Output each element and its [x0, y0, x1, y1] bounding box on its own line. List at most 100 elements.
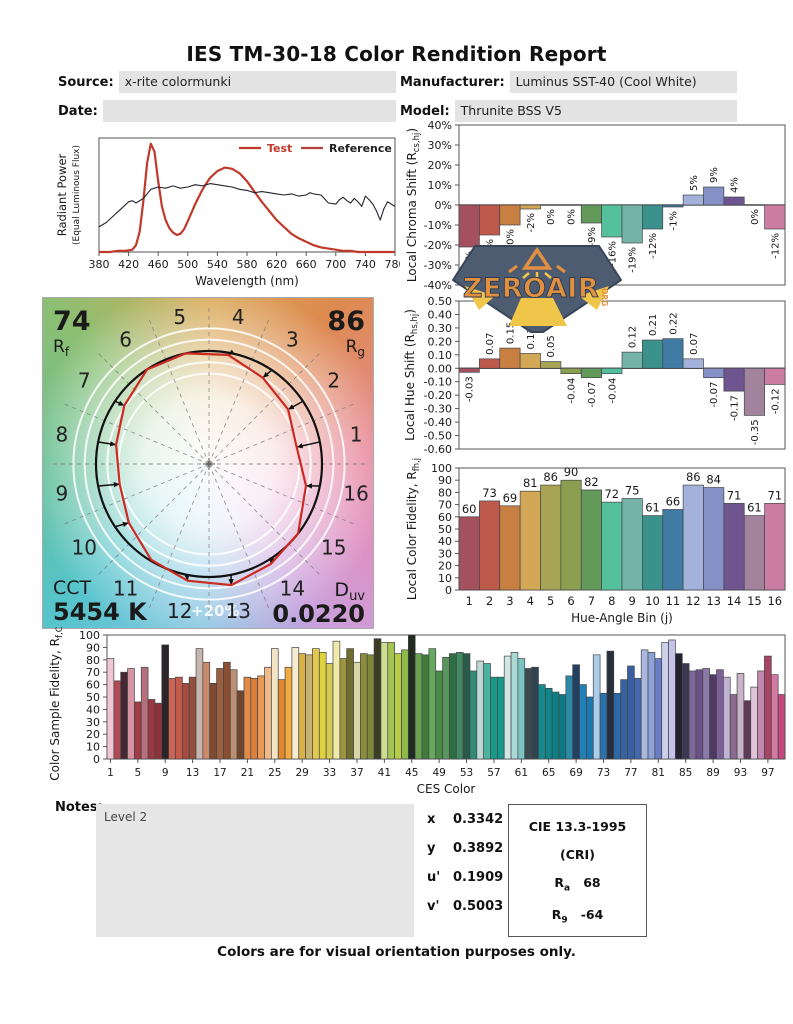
svg-text:-0.40: -0.40 — [424, 416, 452, 429]
svg-text:700: 700 — [325, 258, 346, 271]
cie-r9-row: R9 -64 — [509, 907, 646, 926]
svg-text:780: 780 — [385, 258, 401, 271]
svg-text:-20%: -20% — [424, 239, 452, 252]
notes-value: Level 2 — [104, 810, 148, 824]
svg-text:9: 9 — [162, 767, 169, 779]
svg-text:13: 13 — [706, 594, 721, 608]
svg-text:420: 420 — [118, 258, 139, 271]
svg-text:10%: 10% — [428, 179, 452, 192]
svg-text:11: 11 — [666, 594, 681, 608]
svg-text:71: 71 — [727, 488, 742, 502]
svg-text:Local Hue Shift (Rhs,hj): Local Hue Shift (Rhs,hj) — [403, 309, 420, 441]
svg-text:-10%: -10% — [505, 229, 516, 255]
svg-text:580: 580 — [237, 258, 258, 271]
svg-text:2: 2 — [327, 369, 340, 393]
svg-text:81: 81 — [652, 767, 665, 779]
svg-text:(Equal Luminous Flux): (Equal Luminous Flux) — [72, 145, 82, 245]
svg-text:8: 8 — [56, 423, 69, 447]
svg-text:86: 86 — [686, 470, 701, 484]
svg-text:-12%: -12% — [648, 233, 659, 259]
svg-text:10: 10 — [438, 572, 452, 585]
svg-text:Wavelength (nm): Wavelength (nm) — [195, 274, 299, 288]
cie-subtitle: (CRI) — [560, 847, 595, 862]
svg-text:9%: 9% — [709, 167, 720, 183]
svg-text:90: 90 — [438, 474, 452, 487]
svg-text:2: 2 — [486, 594, 493, 608]
svg-text:30: 30 — [86, 716, 100, 729]
cie-ra-symbol: R — [554, 875, 565, 890]
svg-text:-0.04: -0.04 — [567, 378, 578, 404]
svg-text:540: 540 — [207, 258, 228, 271]
svg-text:37: 37 — [350, 767, 363, 779]
svg-text:380: 380 — [89, 258, 110, 271]
svg-text:0.21: 0.21 — [648, 314, 659, 336]
color-vector-graphic: +20% 1 2 3 4 5 6 7 8 9 10 11 12 13 14 15 16 74 Rf 86 Rg CCT 54… — [42, 297, 374, 629]
svg-text:-12%: -12% — [770, 233, 781, 259]
svg-text:660: 660 — [296, 258, 317, 271]
svg-text:Reference: Reference — [329, 142, 392, 155]
model-value: Thrunite BSS V5 — [454, 100, 737, 122]
svg-text:740: 740 — [355, 258, 376, 271]
svg-text:-19%: -19% — [628, 247, 639, 273]
svg-text:69: 69 — [503, 491, 518, 505]
svg-text:1: 1 — [466, 594, 473, 608]
manufacturer-label: Manufacturer: — [400, 74, 505, 90]
svg-text:41: 41 — [378, 767, 391, 779]
local-hue-shift-chart: 0.500.400.300.200.100.00-0.10-0.20-0.30-… — [403, 295, 786, 456]
page-title: IES TM-30-18 Color Rendition Report — [186, 42, 607, 66]
svg-text:25: 25 — [268, 767, 281, 779]
svg-text:6: 6 — [567, 594, 574, 608]
cie-ra-sub: a — [564, 883, 571, 894]
svg-text:-0.30: -0.30 — [424, 403, 452, 416]
svg-text:97: 97 — [761, 767, 774, 779]
svg-text:60: 60 — [438, 511, 452, 524]
svg-text:40: 40 — [438, 535, 452, 548]
source-row: Source: x-rite colormunki — [58, 71, 396, 93]
svg-text:65: 65 — [542, 767, 555, 779]
svg-text:0: 0 — [93, 753, 100, 766]
svg-text:86: 86 — [543, 470, 558, 484]
svg-text:-2%: -2% — [526, 213, 537, 232]
svg-text:0.0220: 0.0220 — [272, 600, 365, 628]
header-left: Source: x-rite colormunki Date: — [58, 71, 396, 122]
svg-text:CES Color: CES Color — [417, 782, 476, 795]
svg-text:69: 69 — [569, 767, 582, 779]
svg-text:45: 45 — [405, 767, 418, 779]
svg-text:12: 12 — [686, 594, 701, 608]
svg-text:61: 61 — [645, 501, 660, 515]
svg-text:12: 12 — [167, 599, 192, 623]
svg-text:20%: 20% — [428, 159, 452, 172]
svg-text:ORG: ORG — [600, 288, 609, 306]
svg-text:4: 4 — [232, 305, 245, 329]
svg-text:-0.03: -0.03 — [465, 376, 476, 402]
svg-text:ZEROAIR: ZEROAIR — [463, 273, 599, 304]
svg-text:73: 73 — [597, 767, 610, 779]
svg-text:9: 9 — [56, 481, 69, 505]
chromaticity-y-label: y — [427, 841, 436, 856]
svg-text:74: 74 — [53, 306, 91, 337]
zeroair-watermark-logo: ZEROAIR ORG — [452, 245, 622, 333]
svg-text:60: 60 — [462, 502, 477, 516]
cie-r9-sub: 9 — [561, 915, 568, 925]
svg-text:33: 33 — [323, 767, 336, 779]
footer-note: Colors are for visual orientation purpos… — [217, 944, 576, 960]
svg-text:0.11: 0.11 — [526, 327, 537, 349]
svg-text:-0.07: -0.07 — [587, 382, 598, 408]
svg-text:9: 9 — [629, 594, 636, 608]
svg-text:1: 1 — [350, 423, 363, 447]
svg-text:40: 40 — [86, 703, 100, 716]
svg-text:85: 85 — [679, 767, 692, 779]
svg-text:82: 82 — [584, 475, 599, 489]
header-right: Manufacturer: Luminus SST-40 (Cool White… — [400, 71, 737, 122]
svg-text:0.12: 0.12 — [628, 326, 639, 348]
svg-text:0.22: 0.22 — [668, 312, 679, 334]
svg-text:0.07: 0.07 — [689, 333, 700, 355]
svg-text:89: 89 — [706, 767, 719, 779]
svg-text:0.07: 0.07 — [485, 333, 496, 355]
svg-text:0.10: 0.10 — [428, 349, 453, 362]
svg-text:61: 61 — [515, 767, 528, 779]
svg-text:90: 90 — [86, 641, 100, 654]
chromaticity-u-value: 0.1909 — [453, 870, 504, 885]
svg-text:Local Color Fidelity, Rfh,j: Local Color Fidelity, Rfh,j — [405, 458, 422, 600]
